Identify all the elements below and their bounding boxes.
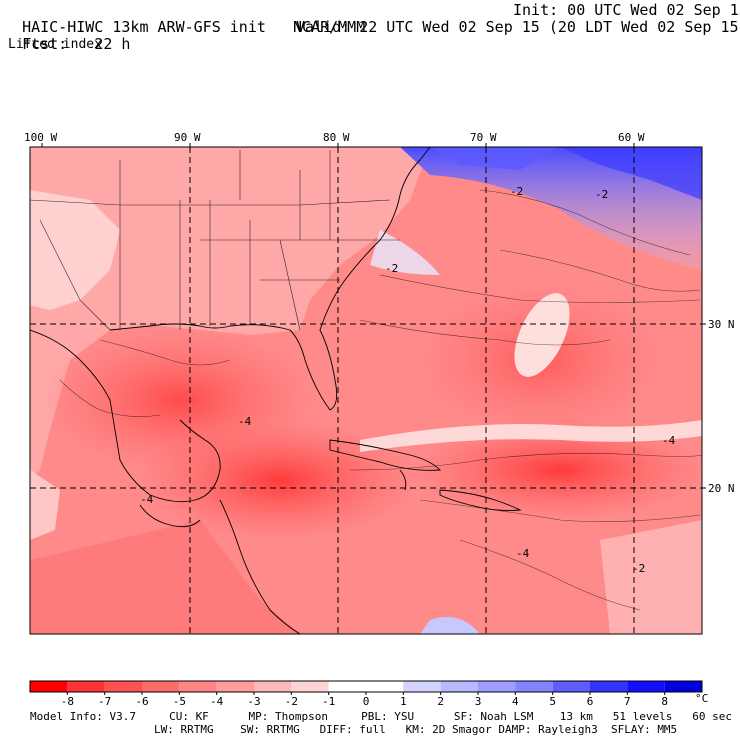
colorbar-tick-label: -8: [60, 695, 74, 708]
contour-label: -4: [238, 415, 252, 428]
colorbar-tick-label: -7: [98, 695, 112, 708]
colorbar-tick-label: 0: [362, 695, 370, 708]
lat-label-20n: 20 N: [708, 482, 735, 495]
lon-label-100w: 100 W: [24, 131, 58, 144]
colorbar-swatch: [552, 681, 590, 692]
lon-label-90w: 90 W: [174, 131, 201, 144]
colorbar-swatch: [104, 681, 142, 692]
colorbar-swatch: [515, 681, 553, 692]
political-borders: [30, 150, 400, 331]
lon-label-80w: 80 W: [323, 131, 350, 144]
colorbar-tick-label: 6: [586, 695, 594, 708]
colorbar-tick-label: 1: [400, 695, 407, 708]
colorbar-tick-label: -2: [284, 695, 298, 708]
contour-label: -2: [385, 262, 398, 275]
colorbar-tick-label: -3: [247, 695, 261, 708]
colorbar-swatch: [254, 681, 292, 692]
colorbar-swatch: [478, 681, 516, 692]
colorbar-tick-label: -5: [172, 695, 186, 708]
colorbar-swatch: [179, 681, 217, 692]
map-border: [29, 146, 703, 635]
lat-lon-grid: [30, 147, 702, 634]
contour-lines: [59, 189, 702, 611]
colorbar-swatch: [590, 681, 628, 692]
pale-region-west: [30, 190, 120, 310]
colorbar: [29, 680, 703, 695]
valid-time: Valid: 22 UTC Wed 02 Sep 15 (20 LDT Wed …: [296, 18, 740, 36]
colorbar-swatch: [664, 681, 702, 692]
colorbar-swatch: [30, 681, 68, 692]
stable-region-northeast: [400, 147, 702, 270]
colorbar-swatch: [440, 681, 478, 692]
colorbar-tick-label: 5: [549, 695, 556, 708]
pale-band-atlantic: [360, 420, 702, 452]
colorbar-swatch: [67, 681, 105, 692]
model-info-line1: Model Info: V3.7 CU: KF MP: Thompson PBL…: [30, 710, 732, 723]
colorbar-unit: °C: [695, 692, 709, 705]
contour-label: -2: [595, 188, 608, 201]
contour-label: -2: [510, 185, 523, 198]
pale-region-carolinas: [370, 230, 440, 275]
pale-patch-atlantic: [514, 293, 570, 377]
colorbar-swatch: [328, 681, 366, 692]
init-time: Init: 00 UTC Wed 02 Sep 15: [513, 1, 740, 19]
contour-value-labels: -2 -2 -2 -4 -4 -4 -4 -2: [140, 185, 676, 575]
colorbar-tick-label: 4: [512, 695, 519, 708]
colorbar-swatch: [403, 681, 441, 692]
contour-label: -4: [140, 493, 154, 506]
caribbean-unstable-area: [140, 420, 420, 540]
colorbar-swatch: [142, 681, 180, 692]
colorbar-tick-label: 8: [661, 695, 668, 708]
model-title: HAIC-HIWC 13km ARW-GFS init NCAR/MMM: [22, 18, 366, 36]
colorbar-swatch: [627, 681, 665, 692]
lon-label-70w: 70 W: [470, 131, 497, 144]
model-info-line2: LW: RRTMG SW: RRTMG DIFF: full KM: 2D Sm…: [154, 723, 678, 736]
colorbar-tick-label: -4: [210, 695, 224, 708]
contour-label: -2: [632, 562, 645, 575]
colorbar-tick-label: 3: [474, 695, 482, 708]
pale-region-southeast: [600, 520, 702, 634]
colorbar-swatch: [366, 681, 404, 692]
forecast-hour: Fcst: 22 h: [22, 35, 131, 53]
field-name: Lifted index: [8, 37, 102, 52]
contour-label: -4: [662, 434, 676, 447]
stable-patch-south: [420, 617, 480, 634]
axis-ticks: [41, 143, 706, 489]
colorbar-tick-label: -6: [135, 695, 149, 708]
lat-label-30n: 30 N: [708, 318, 735, 331]
colorbar-tick-label: -1: [322, 695, 336, 708]
lon-label-60w: 60 W: [618, 131, 645, 144]
colorbar-tick-label: 7: [624, 695, 631, 708]
colorbar-swatch: [216, 681, 254, 692]
colorbar-tick-label: 2: [437, 695, 444, 708]
colorbar-swatch: [291, 681, 329, 692]
contour-label: -4: [516, 547, 530, 560]
tropical-atlantic-area: [410, 420, 702, 520]
